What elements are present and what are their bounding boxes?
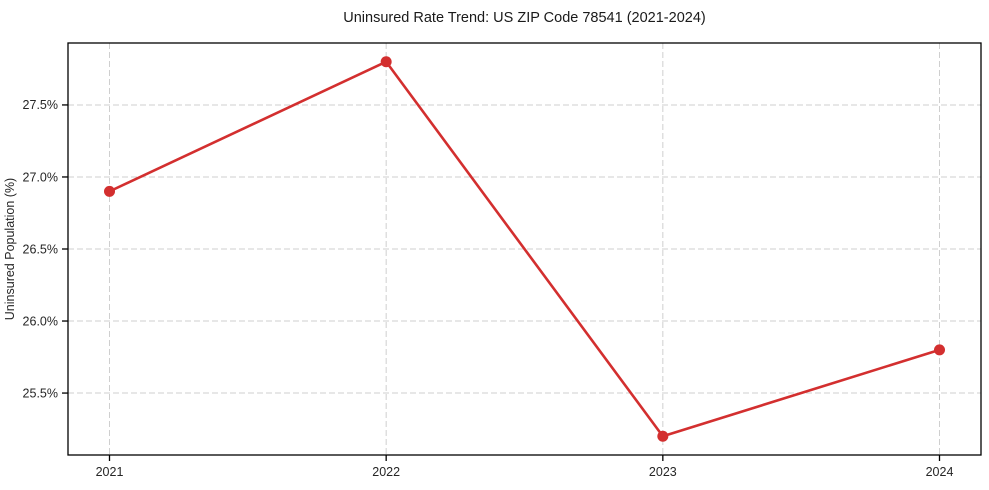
data-point-marker [934,344,945,356]
data-point-marker [380,56,392,68]
chart-title: Uninsured Rate Trend: US ZIP Code 78541 … [343,10,705,26]
x-tick-label: 2024 [926,465,954,479]
data-series [104,56,945,442]
data-point-marker [657,430,669,442]
y-tick-label: 27.0% [23,170,58,184]
gridlines [68,43,981,455]
axes: 25.5% 26.0% 26.5% 27.0% 27.5% 2021 2022 2023 202… [23,42,982,479]
x-tick-label: 2023 [649,465,677,479]
y-tick-label: 27.5% [23,98,58,112]
y-tick-label: 25.5% [23,386,58,400]
y-tick-label: 26.5% [23,242,58,256]
y-tick-label: 26.0% [23,314,58,328]
data-point-marker [104,185,115,197]
x-tick-label: 2022 [372,465,400,479]
y-axis-label: Uninsured Population (%) [3,178,17,320]
x-tick-label: 2021 [96,465,124,479]
trend-line [108,60,941,438]
